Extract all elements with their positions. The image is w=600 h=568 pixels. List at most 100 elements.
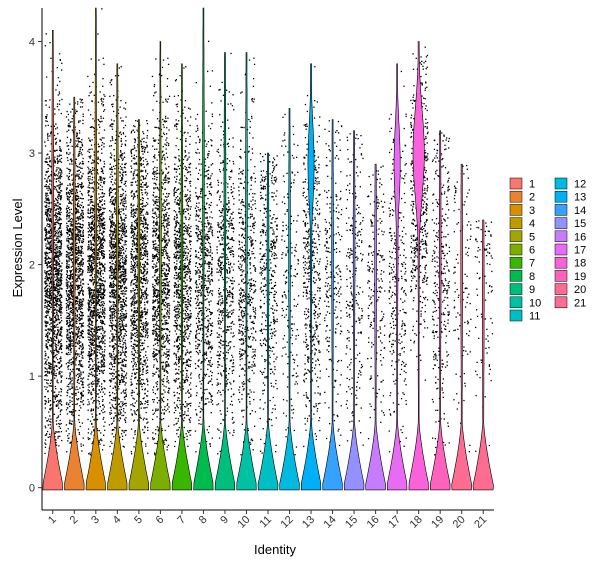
violin-11 [257, 152, 279, 491]
legend-key-17 [554, 243, 568, 256]
legend-label-1: 1 [529, 179, 535, 191]
legend-label-9: 9 [529, 284, 535, 296]
legend-key-13 [554, 190, 568, 203]
y-tick-label-1: 1 [29, 371, 35, 383]
legend-key-10 [509, 296, 523, 309]
violin-7 [171, 63, 193, 491]
legend-key-12 [554, 177, 568, 190]
legend-label-19: 19 [574, 271, 586, 283]
legend-key-20 [554, 283, 568, 295]
violin-3 [85, 7, 106, 491]
x-tick-label-12: 12 [278, 514, 295, 531]
legend-key-11 [509, 309, 523, 322]
x-tick-label-21: 21 [472, 514, 489, 531]
legend-key-15 [554, 217, 568, 229]
legend-label-13: 13 [574, 192, 586, 204]
x-tick-label-3: 3 [89, 514, 102, 527]
violin-17 [386, 63, 408, 491]
legend-key-14 [554, 204, 568, 216]
legend-key-21 [554, 296, 568, 309]
violin-8 [193, 7, 214, 491]
violin-9 [214, 52, 236, 491]
x-tick-label-2: 2 [68, 514, 81, 527]
y-tick-label-3: 3 [29, 148, 35, 160]
violin-6 [150, 41, 171, 491]
x-tick-label-5: 5 [132, 514, 145, 527]
x-tick-label-16: 16 [365, 514, 382, 531]
x-tick-label-6: 6 [154, 514, 167, 527]
points-9 [216, 52, 235, 455]
legend-key-16 [554, 230, 568, 243]
legend-label-3: 3 [529, 205, 535, 217]
violin-20 [451, 163, 473, 491]
x-tick-label-9: 9 [218, 514, 231, 527]
legend-key-4 [509, 217, 523, 229]
x-tick-label-4: 4 [111, 514, 124, 527]
legend-label-12: 12 [574, 179, 586, 191]
violin-5 [128, 119, 149, 491]
legend-label-7: 7 [529, 258, 535, 270]
legend-key-1 [509, 177, 523, 190]
violin-21 [472, 219, 494, 491]
points-3 [87, 8, 106, 456]
violin-14 [322, 119, 343, 491]
violin-19 [429, 130, 451, 491]
legend-label-14: 14 [574, 205, 586, 217]
x-tick-label-8: 8 [197, 514, 210, 527]
x-tick-label-11: 11 [258, 514, 275, 531]
x-tick-label-17: 17 [386, 514, 403, 531]
legend-key-19 [554, 270, 568, 282]
legend-label-11: 11 [529, 311, 540, 323]
legend-label-16: 16 [574, 231, 586, 243]
points-5 [130, 120, 149, 455]
legend-key-9 [509, 283, 523, 295]
violin-2 [64, 96, 85, 491]
points-21 [474, 220, 494, 452]
legend-label-10: 10 [529, 297, 541, 309]
legend-label-17: 17 [574, 245, 586, 257]
legend-key-3 [509, 204, 523, 216]
legend-label-21: 21 [574, 297, 586, 309]
violin-10 [236, 52, 257, 491]
legend-label-18: 18 [574, 258, 586, 270]
legend-label-8: 8 [529, 271, 535, 283]
x-tick-label-7: 7 [175, 514, 188, 527]
x-tick-label-20: 20 [451, 514, 468, 531]
points-17 [388, 70, 407, 453]
violin-4 [107, 63, 128, 491]
violin-15 [343, 130, 365, 491]
legend-key-7 [509, 256, 523, 269]
x-tick-label-19: 19 [429, 514, 446, 531]
x-tick-label-10: 10 [235, 514, 252, 531]
legend-key-8 [509, 270, 523, 282]
violin-16 [365, 163, 386, 491]
legend-label-15: 15 [574, 218, 586, 230]
x-tick-label-14: 14 [322, 514, 339, 531]
violin-12 [279, 108, 300, 491]
legend-label-5: 5 [529, 231, 535, 243]
legend-key-6 [509, 243, 523, 256]
legend-key-18 [554, 256, 568, 269]
x-tick-label-18: 18 [408, 514, 425, 531]
x-tick-label-1: 1 [46, 514, 59, 527]
violin-1 [42, 30, 63, 491]
x-tick-label-15: 15 [343, 514, 360, 531]
y-axis-title: Expression Level [10, 198, 25, 297]
points-6 [151, 57, 171, 456]
legend-label-6: 6 [529, 245, 535, 257]
legend-key-2 [509, 190, 523, 203]
x-axis-title: Identity [254, 542, 296, 557]
violin-18 [408, 41, 429, 491]
y-tick-label-4: 4 [29, 36, 35, 48]
violins-layer [42, 7, 494, 491]
legend-key-5 [509, 230, 523, 243]
x-tick-label-13: 13 [300, 514, 317, 531]
y-tick-label-2: 2 [29, 260, 35, 272]
legend-label-4: 4 [529, 218, 535, 230]
y-tick-label-0: 0 [29, 483, 35, 495]
legend-label-20: 20 [574, 284, 586, 296]
violin-13 [300, 63, 322, 491]
legend-label-2: 2 [529, 192, 535, 204]
